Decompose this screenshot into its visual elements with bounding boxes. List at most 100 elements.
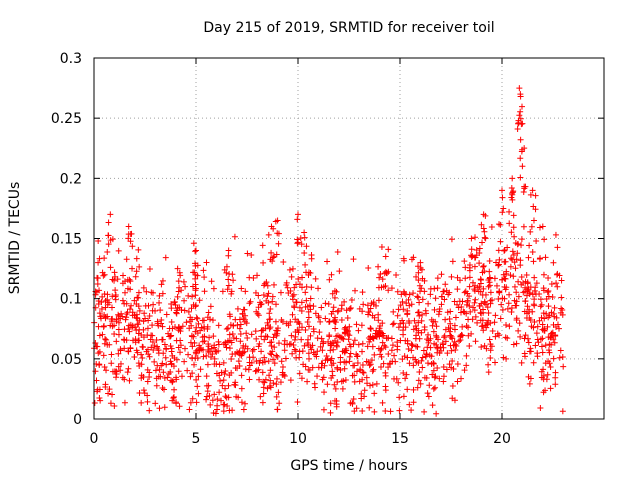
data-point (410, 254, 417, 261)
data-point (553, 280, 560, 287)
data-point (531, 296, 538, 303)
data-point (271, 281, 278, 288)
data-point (486, 257, 493, 264)
data-point (451, 338, 458, 345)
data-point (236, 363, 243, 370)
data-point (117, 367, 124, 374)
data-point (545, 275, 552, 282)
data-point (201, 323, 208, 330)
data-point (259, 399, 266, 406)
data-point (551, 339, 558, 346)
data-point (357, 366, 364, 373)
data-point (191, 361, 198, 368)
data-point (359, 408, 366, 415)
data-point (261, 358, 268, 365)
data-point (149, 322, 156, 329)
data-point (382, 372, 389, 379)
data-point (95, 350, 102, 357)
data-point (186, 406, 193, 413)
data-point (181, 345, 188, 352)
data-point (363, 358, 370, 365)
data-point (269, 258, 276, 265)
data-point (244, 334, 251, 341)
data-point (355, 327, 362, 334)
data-point (480, 225, 487, 232)
data-point (263, 297, 270, 304)
data-point (275, 389, 282, 396)
data-point (533, 238, 540, 245)
data-point (168, 360, 175, 367)
data-point (478, 221, 485, 228)
data-point (117, 315, 124, 322)
data-point (307, 295, 314, 302)
data-point (488, 343, 495, 350)
data-point (167, 343, 174, 350)
data-point (518, 103, 525, 110)
data-point (537, 303, 544, 310)
data-point (353, 405, 360, 412)
data-point (125, 348, 132, 355)
data-point (296, 370, 303, 377)
data-point (221, 371, 228, 378)
data-point (314, 335, 321, 342)
data-point (100, 352, 107, 359)
data-point (260, 390, 267, 397)
data-point (518, 236, 525, 243)
data-point (484, 304, 491, 311)
data-point (359, 348, 366, 355)
data-point (559, 408, 566, 415)
data-point (432, 318, 439, 325)
data-point (492, 312, 499, 319)
data-point (225, 282, 232, 289)
data-point (305, 341, 312, 348)
data-point (272, 218, 279, 225)
data-point (296, 348, 303, 355)
data-point (527, 191, 534, 198)
data-point (405, 317, 412, 324)
data-point (203, 259, 210, 266)
data-point (547, 385, 554, 392)
data-point (461, 258, 468, 265)
data-point (260, 259, 267, 266)
data-point (223, 263, 230, 270)
data-point (232, 382, 239, 389)
data-point (218, 397, 225, 404)
data-point (508, 185, 515, 192)
data-point (200, 353, 207, 360)
data-point (411, 317, 418, 324)
data-point (359, 340, 366, 347)
data-point (126, 328, 133, 335)
data-point (521, 145, 528, 152)
data-point (199, 317, 206, 324)
data-point (258, 348, 265, 355)
data-point (94, 274, 101, 281)
data-point (506, 220, 513, 227)
data-point (540, 271, 547, 278)
data-point (102, 381, 109, 388)
data-point (109, 236, 116, 243)
data-point (388, 335, 395, 342)
data-point (244, 345, 251, 352)
data-point (394, 288, 401, 295)
data-point (326, 276, 333, 283)
data-point (115, 319, 122, 326)
data-point (463, 352, 470, 359)
data-point (444, 350, 451, 357)
data-point (359, 369, 366, 376)
data-point (424, 344, 431, 351)
data-point (404, 354, 411, 361)
data-point (96, 287, 103, 294)
data-point (360, 369, 367, 376)
data-point (359, 361, 366, 368)
data-point (212, 410, 219, 417)
y-tick-label: 0.05 (51, 352, 82, 368)
data-point (326, 318, 333, 325)
data-point (543, 310, 550, 317)
data-point (306, 302, 313, 309)
data-point (480, 263, 487, 270)
data-point (266, 310, 273, 317)
data-point (466, 293, 473, 300)
data-point (559, 307, 566, 314)
data-point (152, 367, 159, 374)
data-point (456, 338, 463, 345)
